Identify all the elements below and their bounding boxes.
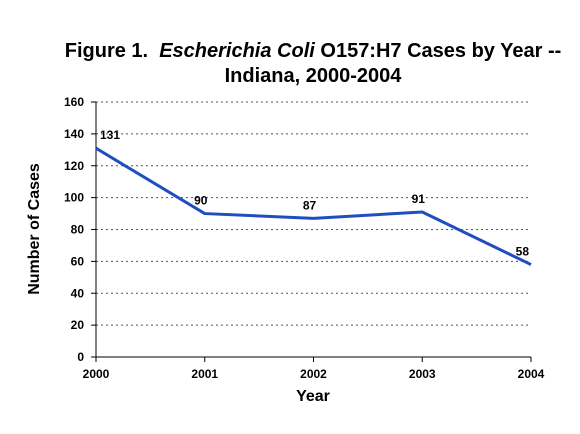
data-label: 91 — [412, 192, 426, 206]
series — [95, 146, 532, 266]
y-tick-label: 140 — [64, 127, 84, 141]
x-tick-label: 2003 — [409, 367, 436, 381]
x-tick-labels: 2000 2001 2002 2003 2004 — [83, 357, 545, 381]
chart-subtitle: Indiana, 2000-2004 — [225, 65, 403, 87]
data-label: 58 — [516, 245, 530, 259]
y-tick-label: 40 — [71, 286, 85, 300]
y-tick-label: 100 — [64, 191, 84, 205]
title-part: O157:H7 Cases by Year -- — [315, 40, 561, 62]
y-tick-label: 20 — [71, 318, 85, 332]
x-tick-label: 2002 — [300, 367, 327, 381]
data-label: 131 — [100, 128, 120, 142]
y-tick-labels: 0 20 40 60 80 100 120 140 160 — [64, 95, 84, 364]
title-part: Figure 1. — [65, 40, 159, 62]
data-label: 90 — [194, 194, 208, 208]
x-tick-label: 2004 — [518, 367, 545, 381]
gridlines — [91, 101, 531, 358]
y-axis-label: Number of Cases — [26, 163, 43, 295]
x-tick-label: 2001 — [191, 367, 218, 381]
series-line — [95, 146, 532, 266]
title-part: Escherichia Coli — [159, 40, 315, 62]
y-tick-label: 80 — [71, 223, 85, 237]
y-tick-label: 120 — [64, 159, 84, 173]
y-tick-label: 60 — [71, 254, 85, 268]
data-label: 87 — [303, 198, 317, 212]
y-tick-label: 160 — [64, 95, 84, 109]
x-tick-label: 2000 — [83, 367, 110, 381]
data-labels: 131 90 87 91 58 — [100, 128, 529, 258]
x-axis-label: Year — [296, 388, 330, 405]
chart-title: Figure 1. Escherichia Coli O157:H7 Cases… — [65, 40, 562, 62]
y-tick-label: 0 — [77, 350, 84, 364]
